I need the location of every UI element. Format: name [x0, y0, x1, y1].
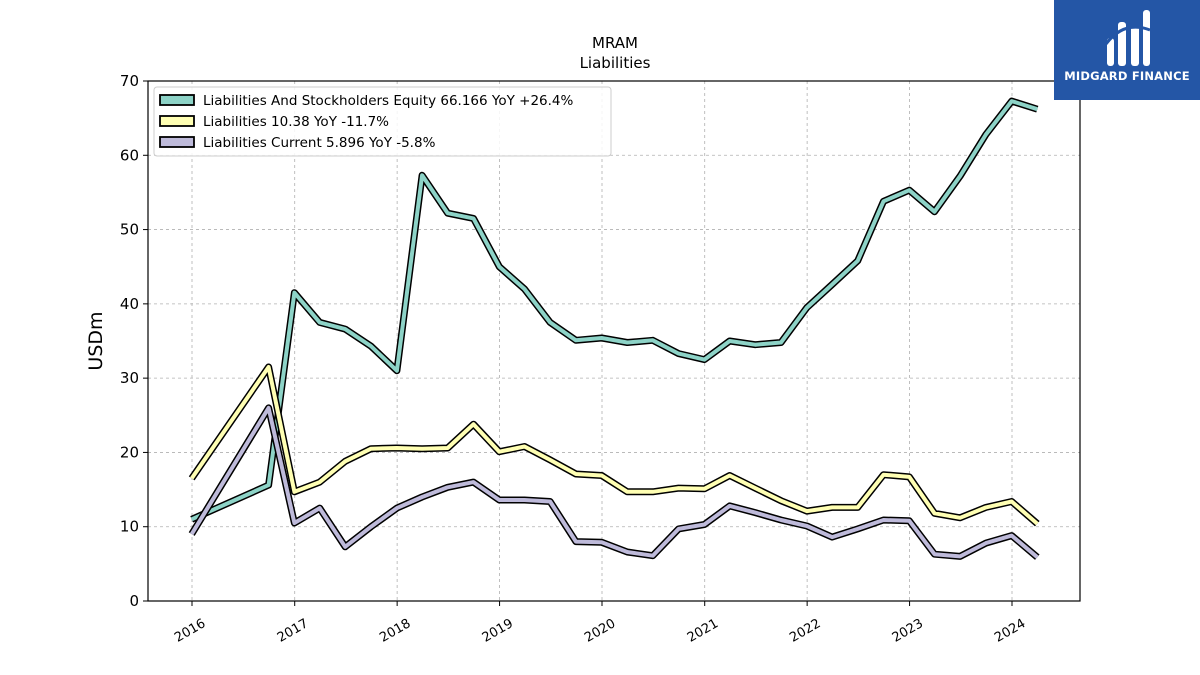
y-tick-label: 50 — [120, 221, 139, 239]
legend-swatch — [159, 115, 195, 127]
legend-frame — [153, 86, 612, 157]
x-tick-label: 2019 — [480, 616, 516, 646]
logo-mark-icon — [1104, 10, 1151, 66]
series-0 — [190, 97, 1039, 523]
x-tick-label: 2022 — [787, 616, 823, 646]
x-tick-label: 2016 — [172, 616, 208, 646]
y-axis-label: USDm — [85, 311, 107, 370]
y-tick-label: 30 — [120, 369, 139, 387]
legend-swatch — [159, 94, 195, 106]
y-tick-label: 60 — [120, 146, 139, 164]
series-line — [190, 365, 1039, 526]
plot-area-frame — [147, 80, 1081, 602]
midgard-finance-logo: MIDGARD FINANCE — [1054, 0, 1200, 100]
x-tick-label: 2023 — [890, 616, 926, 646]
y-tick-label: 40 — [120, 295, 139, 313]
legend: Liabilities And Stockholders Equity 66.1… — [153, 86, 612, 157]
series-line-outline — [188, 363, 1040, 527]
x-axis: 2016 2017 2018 2019 2020 2021 2022 2023 2024 — [172, 601, 1028, 646]
chart-subtitle: Liabilities — [580, 54, 651, 72]
x-tick-label: 2017 — [275, 616, 311, 646]
chart-title: MRAM — [592, 34, 638, 52]
series-1 — [188, 363, 1040, 527]
series-line-outline — [190, 97, 1039, 523]
series-line — [189, 405, 1039, 559]
legend-label: Liabilities And Stockholders Equity 66.1… — [203, 93, 573, 109]
y-tick-label: 20 — [120, 443, 139, 461]
legend-label: Liabilities Current 5.896 YoY -5.8% — [203, 135, 436, 151]
y-tick-label: 0 — [129, 592, 139, 610]
y-axis: 0 10 20 30 40 50 60 70 — [120, 72, 148, 610]
series-layer — [188, 97, 1040, 560]
x-tick-label: 2020 — [582, 616, 618, 646]
series-2 — [188, 404, 1040, 560]
y-tick-label: 70 — [120, 72, 139, 90]
legend-label: Liabilities 10.38 YoY -11.7% — [203, 114, 389, 130]
logo-text: MIDGARD FINANCE — [1064, 69, 1190, 83]
y-tick-label: 10 — [120, 518, 139, 536]
x-tick-label: 2018 — [377, 616, 413, 646]
legend-swatch — [159, 136, 195, 148]
series-line — [190, 99, 1038, 522]
x-tick-label: 2024 — [992, 616, 1028, 646]
x-tick-label: 2021 — [685, 616, 721, 646]
